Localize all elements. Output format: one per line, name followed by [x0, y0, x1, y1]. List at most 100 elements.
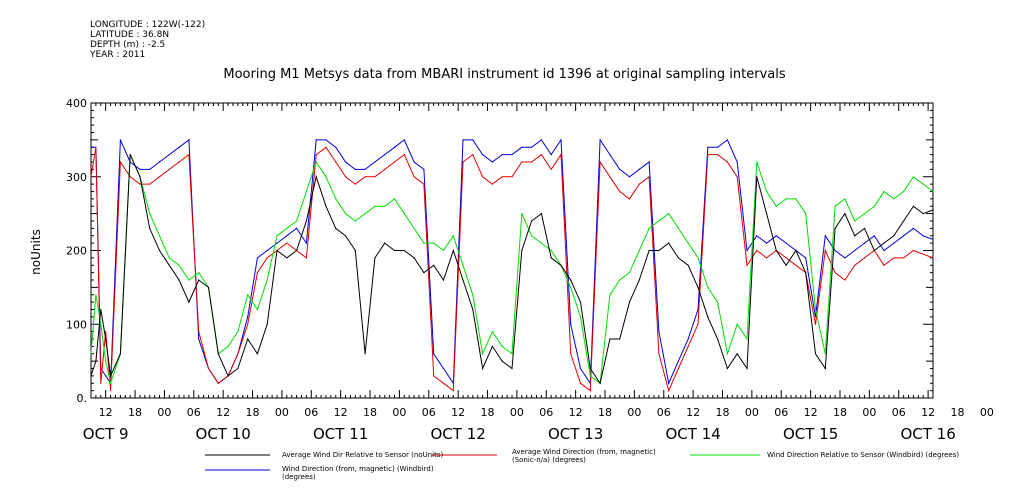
series-point — [766, 242, 768, 244]
series-point — [619, 190, 621, 193]
series-point — [100, 308, 102, 311]
series-point — [844, 213, 846, 215]
series-point — [90, 146, 92, 148]
series-point — [100, 382, 102, 384]
x-hour-label: 12 — [569, 406, 583, 419]
series-point — [442, 367, 445, 370]
series-point — [393, 161, 396, 163]
series-point — [139, 183, 141, 185]
legend-label-blue: Wind Direction (from, magnetic) (Windbir… — [282, 465, 434, 481]
series-point — [658, 220, 660, 222]
series-point — [110, 390, 112, 392]
series-point — [168, 257, 170, 259]
series-point — [384, 154, 386, 156]
latitude-label: LATITUDE : 36.8N — [90, 30, 170, 40]
series-point — [677, 257, 680, 259]
series-point — [403, 213, 405, 215]
series-point — [335, 146, 337, 148]
series-point — [687, 338, 689, 340]
series-point — [785, 198, 787, 200]
series-point — [648, 249, 650, 252]
series-point — [325, 176, 327, 178]
series-point — [873, 249, 875, 252]
series-point — [442, 382, 445, 384]
series-point — [805, 257, 807, 259]
series-point — [433, 353, 435, 355]
series-point — [266, 249, 268, 252]
series-point — [726, 367, 729, 370]
series-point — [247, 323, 249, 325]
series-point — [335, 227, 337, 229]
series-point — [922, 183, 924, 185]
series-point — [717, 301, 719, 303]
series-point — [628, 272, 631, 274]
x-axis: 12 18 00 06 12 18 00 06 12 18 00 06 12 18 00 06 12 18 00 06… — [83, 103, 994, 443]
series-point — [628, 198, 631, 200]
series-point — [903, 190, 905, 193]
series-point — [90, 176, 92, 178]
series-point — [717, 146, 719, 148]
x-hour-label: 12 — [334, 406, 348, 419]
x-hour-label: 06 — [422, 406, 436, 419]
series-point — [707, 154, 709, 156]
series-point — [433, 264, 435, 266]
series-point — [188, 301, 190, 303]
series-point — [893, 242, 895, 244]
series-point — [247, 294, 249, 296]
series-point — [531, 220, 533, 222]
series-point — [912, 249, 915, 252]
series-point — [413, 227, 415, 229]
series-point — [276, 242, 278, 244]
series-point — [795, 264, 797, 266]
series-point — [462, 161, 464, 163]
series-point — [393, 146, 396, 148]
series-point — [511, 176, 513, 178]
series-point — [736, 323, 738, 325]
series-point — [677, 367, 680, 370]
x-day-label: OCT 12 — [430, 425, 485, 443]
series-point — [726, 161, 729, 163]
series-point — [403, 154, 405, 156]
series-point — [168, 154, 170, 156]
series-point — [922, 253, 924, 255]
series-point — [795, 249, 797, 252]
series-point — [433, 242, 435, 244]
series-point — [305, 242, 307, 244]
y-axis: 0. 100 200 300 400 — [66, 97, 933, 405]
series-point — [374, 161, 376, 163]
series-point — [178, 279, 180, 281]
series-point — [149, 227, 151, 229]
series-point — [521, 146, 523, 148]
series-point — [814, 316, 817, 318]
series-point — [550, 168, 552, 170]
x-day-label: OCT 16 — [900, 425, 955, 443]
series-point — [119, 139, 121, 141]
series-point — [296, 220, 298, 222]
series-point — [687, 345, 689, 347]
series-point — [844, 198, 846, 200]
series-point — [325, 139, 327, 141]
series-point — [697, 323, 699, 325]
series-point — [511, 154, 513, 156]
series-point — [697, 257, 699, 259]
series-point — [863, 257, 866, 259]
series-point — [521, 213, 523, 215]
series-point — [805, 272, 807, 274]
series-point — [619, 279, 621, 281]
series-point — [413, 176, 415, 178]
series-point — [932, 209, 934, 211]
series-point — [266, 279, 268, 281]
series-point — [178, 161, 180, 163]
series-point — [237, 353, 239, 355]
series-point — [540, 154, 543, 156]
series-point — [472, 154, 474, 156]
series-point — [579, 382, 582, 384]
x-hour-label: 00 — [745, 406, 759, 419]
x-hour-label: 18 — [598, 406, 612, 419]
series-point — [384, 242, 386, 244]
x-hour-label: 00 — [510, 406, 524, 419]
series-point — [266, 257, 268, 259]
series-point — [462, 279, 464, 281]
x-hour-label: 18 — [716, 406, 730, 419]
